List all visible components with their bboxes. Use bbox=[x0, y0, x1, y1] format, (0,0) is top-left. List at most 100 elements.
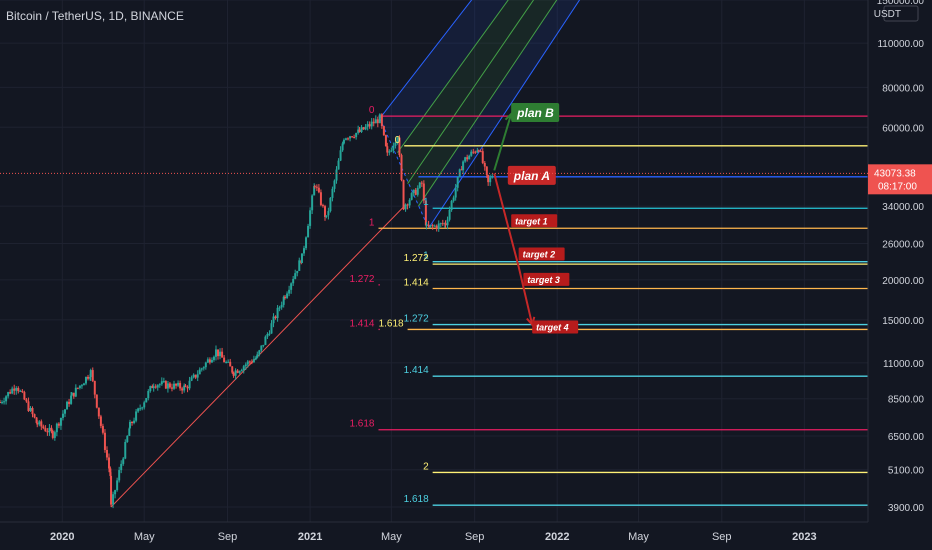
pitchfork-band bbox=[397, 0, 534, 184]
candle-body bbox=[479, 151, 482, 153]
candle-body bbox=[44, 428, 47, 432]
candle-body bbox=[349, 136, 352, 139]
candle-body bbox=[208, 359, 211, 363]
candle-body bbox=[414, 189, 417, 195]
candle-body bbox=[412, 189, 415, 194]
candle-body bbox=[72, 392, 75, 397]
price-tick-label: 5100.00 bbox=[888, 466, 925, 477]
candle-body bbox=[23, 392, 26, 400]
candle-body bbox=[408, 199, 411, 206]
time-tick-label: 2020 bbox=[50, 531, 74, 543]
candle-body bbox=[420, 182, 423, 184]
candle-body bbox=[264, 336, 267, 345]
candle-body bbox=[341, 143, 344, 151]
candle-body bbox=[210, 359, 213, 363]
price-axis-bg bbox=[868, 0, 932, 522]
candle-body bbox=[25, 399, 28, 402]
candle-body bbox=[61, 413, 64, 418]
fib-level-label: 1.618 bbox=[404, 494, 429, 505]
price-tick-label: 6500.00 bbox=[888, 432, 925, 443]
candle-body bbox=[131, 421, 134, 424]
candle-body bbox=[406, 204, 409, 206]
price-tick-label: 80000.00 bbox=[882, 83, 924, 94]
candle-body bbox=[190, 377, 193, 381]
candle-body bbox=[309, 210, 312, 226]
candle-body bbox=[99, 416, 102, 426]
candle-body bbox=[76, 387, 79, 389]
candle-body bbox=[439, 223, 442, 225]
target-box bbox=[518, 247, 565, 261]
candle-body bbox=[82, 383, 85, 386]
candle-body bbox=[13, 388, 16, 391]
candle-body bbox=[392, 145, 395, 151]
candle-body bbox=[288, 289, 291, 294]
candle-body bbox=[276, 307, 279, 319]
candle-body bbox=[266, 334, 269, 337]
candle-body bbox=[55, 423, 58, 433]
candle-body bbox=[9, 392, 12, 394]
candle-body bbox=[204, 362, 207, 368]
candle-body bbox=[376, 119, 379, 124]
candle-body bbox=[116, 480, 119, 491]
candle-body bbox=[105, 449, 108, 458]
candle-body bbox=[452, 197, 455, 201]
time-tick-label: Sep bbox=[218, 531, 238, 543]
candle-body bbox=[398, 137, 401, 156]
price-tick-label: 150000.00 bbox=[877, 0, 925, 7]
candle-body bbox=[244, 364, 247, 367]
candle-body bbox=[441, 223, 444, 225]
candle-body bbox=[202, 367, 205, 369]
candle-body bbox=[31, 408, 34, 415]
plan-label-box bbox=[511, 103, 560, 123]
target-box bbox=[532, 320, 579, 334]
candle-body bbox=[135, 411, 138, 421]
candle-body bbox=[242, 366, 245, 371]
candle-body bbox=[97, 407, 100, 417]
candle-body bbox=[184, 385, 187, 387]
target-box bbox=[523, 272, 570, 286]
pitchfork-line bbox=[407, 0, 535, 184]
candle-body bbox=[141, 407, 144, 409]
candle-body bbox=[145, 398, 148, 403]
candle-body bbox=[236, 370, 239, 373]
fib-level-label: 1 bbox=[423, 197, 429, 208]
candle-body bbox=[74, 387, 77, 397]
candle-body bbox=[476, 150, 479, 153]
candle-body bbox=[294, 273, 297, 279]
candle-body bbox=[278, 307, 281, 309]
candle-body bbox=[183, 385, 186, 391]
candle-body bbox=[84, 376, 87, 384]
price-tick-label: 8500.00 bbox=[888, 395, 925, 406]
candle-body bbox=[315, 186, 318, 188]
candle-body bbox=[380, 114, 383, 127]
current-price-box bbox=[868, 164, 932, 195]
candle-body bbox=[108, 457, 111, 469]
price-tick-label: 34000.00 bbox=[882, 202, 924, 213]
candle-body bbox=[448, 209, 451, 220]
fib-level-label: 1.618 bbox=[379, 318, 404, 329]
candle-body bbox=[344, 138, 347, 140]
candle-body bbox=[280, 304, 283, 308]
pitchfork-line bbox=[428, 0, 581, 229]
fib-level-label: 1.414 bbox=[404, 277, 429, 288]
currency-label: USDT bbox=[874, 9, 901, 20]
candle-body bbox=[282, 296, 285, 305]
candle-body bbox=[424, 200, 427, 226]
candle-body bbox=[46, 431, 49, 433]
candle-body bbox=[481, 151, 484, 163]
candle-body bbox=[33, 414, 36, 418]
candle-body bbox=[491, 176, 494, 178]
candle-body bbox=[35, 417, 38, 423]
pitchfork-band bbox=[418, 0, 580, 229]
candle-body bbox=[156, 385, 159, 388]
candle-body bbox=[124, 442, 127, 459]
candle-body bbox=[78, 385, 81, 389]
candle-body bbox=[270, 323, 273, 334]
candle-body bbox=[254, 357, 257, 360]
candle-body bbox=[103, 432, 106, 450]
candle-body bbox=[386, 146, 389, 153]
candle-body bbox=[95, 394, 98, 408]
candle-body bbox=[260, 345, 263, 351]
time-tick-label: 2021 bbox=[298, 531, 322, 543]
